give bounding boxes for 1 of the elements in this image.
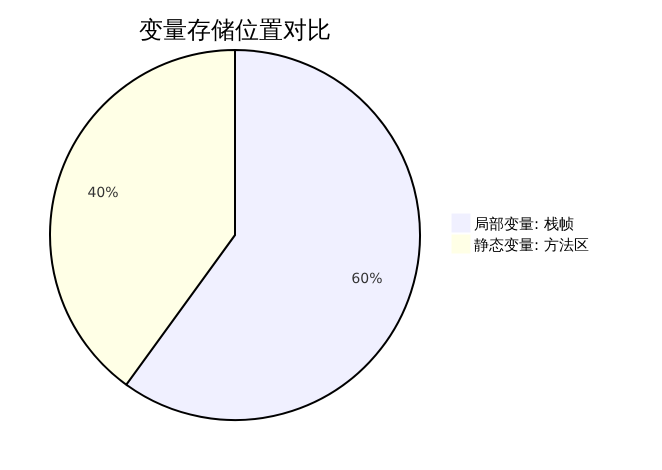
title: 变量存储位置对比 (139, 16, 331, 44)
